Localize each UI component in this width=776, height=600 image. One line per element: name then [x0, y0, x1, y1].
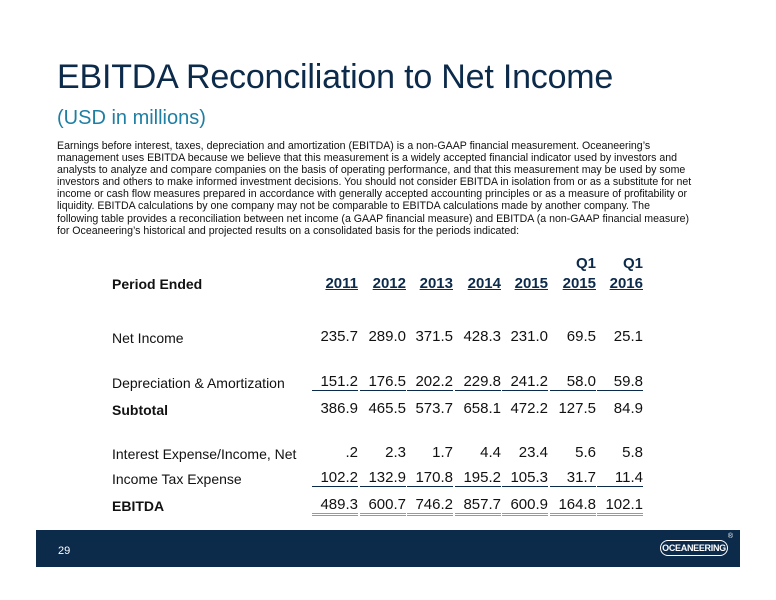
column-header-year: 2014 — [467, 275, 501, 292]
table-cell: 132.9 — [360, 469, 406, 487]
column-header-6: Q1 2016 — [599, 254, 643, 294]
row-label: Income Tax Expense — [112, 471, 242, 487]
table-cell: 235.7 — [320, 328, 358, 345]
paragraph-line: for Oceaneering’s historical and project… — [57, 224, 520, 237]
table-cell: 1.7 — [432, 444, 453, 461]
table-cell: 573.7 — [415, 400, 453, 417]
column-header-top — [409, 254, 453, 274]
column-header-2: 2013 — [409, 254, 453, 294]
column-header-top — [457, 254, 501, 274]
period-ended-label: Period Ended — [112, 276, 203, 292]
paragraph-line: investors and others to make informed in… — [57, 176, 692, 189]
table-cell: 31.7 — [550, 469, 596, 487]
row-label: Net Income — [112, 330, 184, 346]
column-header-year: 2015 — [514, 275, 548, 292]
column-header-4: 2015 — [504, 254, 548, 294]
table-cell: 5.8 — [622, 444, 643, 461]
column-header-year: 2016 — [609, 275, 643, 292]
table-cell: 600.9 — [502, 496, 548, 516]
table-cell: 105.3 — [502, 469, 548, 487]
table-cell: 658.1 — [463, 400, 501, 417]
table-cell: 229.8 — [455, 373, 501, 391]
table-cell: 59.8 — [597, 373, 643, 391]
table-cell: 11.4 — [597, 469, 643, 487]
paragraph-line: income or cash flow measures prepared in… — [57, 188, 688, 201]
table-cell: 465.5 — [368, 400, 406, 417]
slide-subtitle: (USD in millions) — [57, 107, 206, 129]
table-cell: 202.2 — [407, 373, 453, 391]
ebitda-reconciliation-table: Period Ended 2011 2012 2013 2014 2015 Q1 2… — [112, 255, 672, 528]
table-cell: 600.7 — [360, 496, 406, 516]
column-header-0: 2011 — [314, 254, 358, 294]
column-header-year: 2011 — [325, 275, 358, 292]
table-cell: 472.2 — [510, 400, 548, 417]
column-header-top: Q1 — [622, 255, 643, 272]
column-header-year: 2012 — [372, 275, 406, 292]
column-header-top — [504, 254, 548, 274]
table-cell: 84.9 — [613, 400, 643, 417]
table-cell: 58.0 — [550, 373, 596, 391]
table-cell: 176.5 — [360, 373, 406, 391]
table-cell: 5.6 — [575, 444, 596, 461]
table-cell: 371.5 — [415, 328, 453, 345]
paragraph-line: liquidity. EBITDA calculations by one co… — [57, 200, 650, 213]
ebitda-definition-paragraph: Earnings before interest, taxes, depreci… — [57, 140, 697, 237]
table-cell: 489.3 — [312, 496, 358, 516]
table-cell: 127.5 — [558, 400, 596, 417]
table-cell: 25.1 — [613, 328, 643, 345]
column-header-year: 2013 — [419, 275, 453, 292]
column-header-top: Q1 — [575, 255, 596, 272]
registered-mark: ® — [727, 533, 733, 540]
row-label: Subtotal — [112, 402, 168, 418]
table-cell: 857.7 — [455, 496, 501, 516]
page-number: 29 — [58, 545, 71, 557]
table-cell: 386.9 — [320, 400, 358, 417]
footer-bar: 29 OCEANEERING ® — [36, 530, 740, 567]
row-label: Depreciation & Amortization — [112, 375, 285, 391]
table-cell: 23.4 — [518, 444, 548, 461]
table-cell: 195.2 — [455, 469, 501, 487]
column-header-top — [314, 254, 358, 274]
paragraph-line: Earnings before interest, taxes, depreci… — [57, 140, 651, 152]
row-label: EBITDA — [112, 498, 165, 514]
row-label: Interest Expense/Income, Net — [112, 446, 297, 462]
paragraph-line: following table provides a reconciliatio… — [57, 212, 690, 225]
table-cell: .2 — [345, 444, 358, 461]
table-cell: 2.3 — [385, 444, 406, 461]
column-header-3: 2014 — [457, 254, 501, 294]
table-cell: 289.0 — [368, 328, 406, 345]
table-cell: 241.2 — [502, 373, 548, 391]
paragraph-line: management uses EBITDA because we believ… — [57, 152, 678, 165]
column-header-top — [362, 254, 406, 274]
slide-title: EBITDA Reconciliation to Net Income — [57, 58, 614, 96]
table-cell: 231.0 — [510, 328, 548, 345]
table-cell: 4.4 — [480, 444, 501, 461]
table-cell: 102.2 — [312, 469, 358, 487]
column-header-5: Q1 2015 — [552, 254, 596, 294]
table-cell: 746.2 — [407, 496, 453, 516]
column-header-1: 2012 — [362, 254, 406, 294]
table-cell: 102.1 — [597, 496, 643, 516]
table-cell: 151.2 — [312, 373, 358, 391]
table-cell: 428.3 — [463, 328, 501, 345]
table-cell: 69.5 — [566, 328, 596, 345]
table-cell: 164.8 — [550, 496, 596, 516]
oceaneering-logo: OCEANEERING — [660, 540, 728, 556]
table-cell: 170.8 — [407, 469, 453, 487]
paragraph-line: analysts to analyze and compare companie… — [57, 164, 686, 177]
column-header-year: 2015 — [562, 275, 596, 292]
